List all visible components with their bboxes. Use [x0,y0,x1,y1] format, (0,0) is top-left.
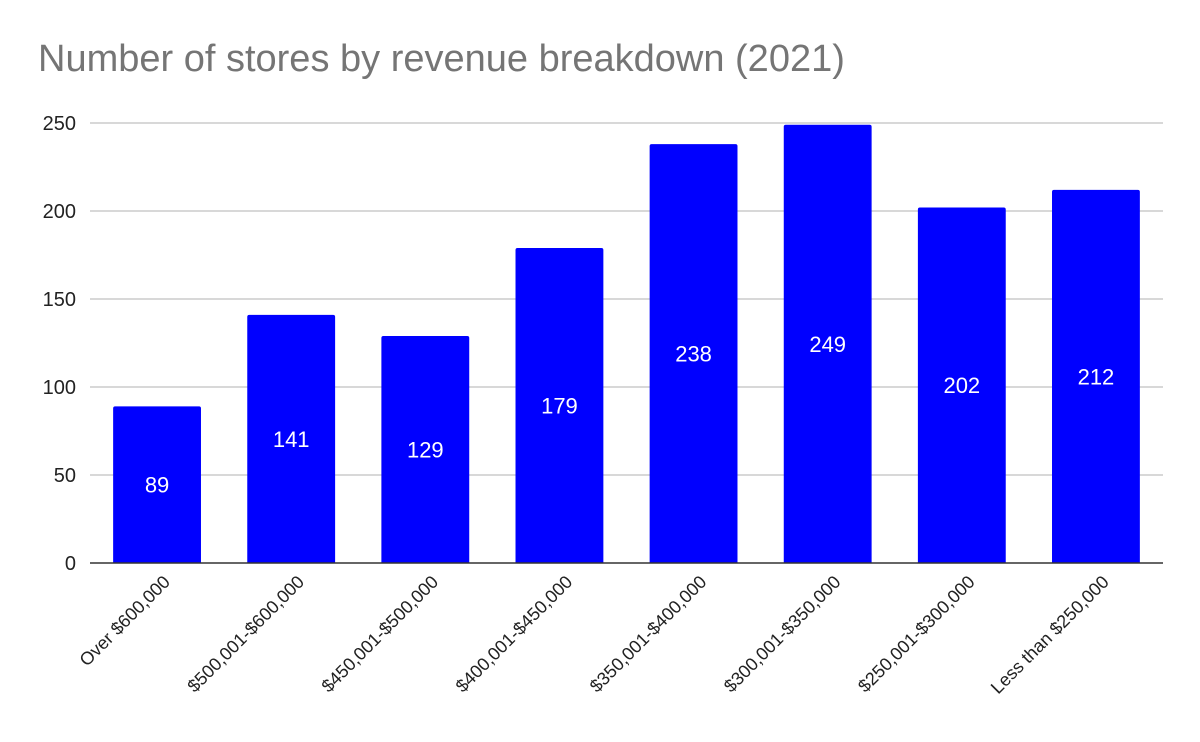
y-tick-label: 0 [65,553,76,575]
bar [515,247,604,563]
bar [247,314,336,563]
bar-data-label: 179 [541,393,578,418]
bar-data-labels: 89 141 129 179 238 249 202 212 [145,332,1114,498]
x-axis-ticks: Over $600,000 $500,001-$600,000 $450,001-$… [76,572,1113,698]
bar [381,335,470,563]
bar-data-label: 89 [145,473,169,498]
x-tick-label: $350,001-$400,000 [586,572,711,697]
chart-title: Number of stores by revenue breakdown (2… [38,38,845,80]
bar-data-label: 238 [675,342,712,367]
x-tick-label: $500,001-$600,000 [183,572,308,697]
y-tick-label: 200 [43,201,76,223]
bar-data-label: 212 [1078,364,1115,389]
bars [113,124,1140,564]
bar [113,406,201,563]
y-tick-label: 150 [43,289,76,311]
bar-data-label: 141 [273,427,310,452]
x-tick-label: $400,001-$450,000 [452,572,577,697]
bar [1052,189,1140,563]
x-tick-label: Over $600,000 [76,572,174,670]
bar-data-label: 129 [407,437,444,462]
bar [917,207,1006,564]
bar [649,144,738,563]
bar-data-label: 202 [943,373,980,398]
x-tick-label: $300,001-$350,000 [720,572,845,697]
y-tick-label: 50 [54,465,76,487]
x-tick-label: Less than $250,000 [987,572,1113,698]
y-tick-label: 100 [43,377,76,399]
bar [783,124,872,563]
y-axis-ticks: 0 50 100 150 200 250 [43,113,76,575]
y-tick-label: 250 [43,113,76,135]
bar-data-label: 249 [809,332,846,357]
x-tick-label: $450,001-$500,000 [318,572,443,697]
x-tick-label: $250,001-$300,000 [854,572,979,697]
